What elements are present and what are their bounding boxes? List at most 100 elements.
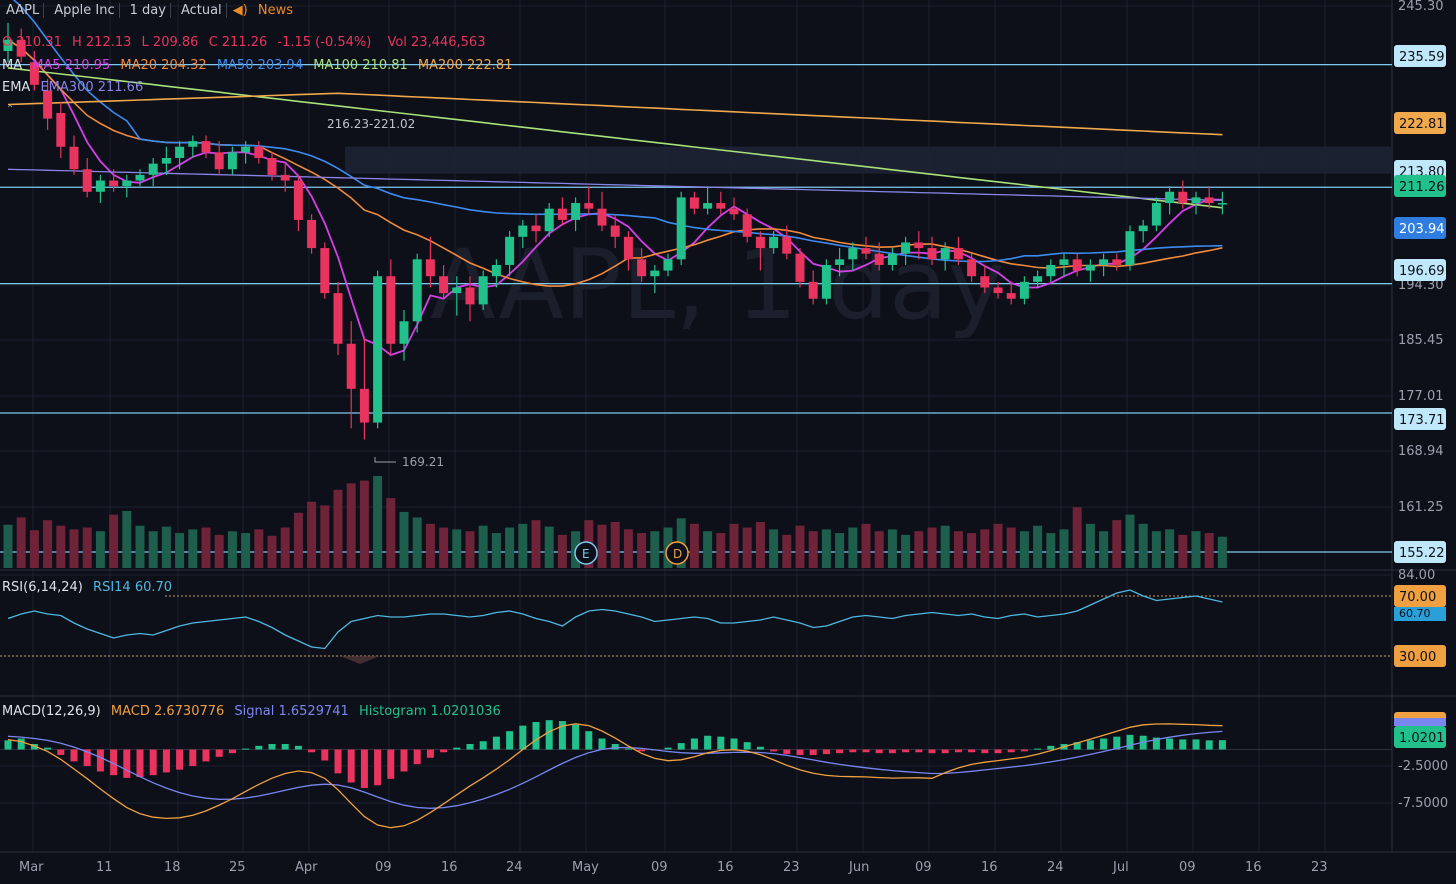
- rsi-oversold-fill: [340, 656, 380, 664]
- volume-bar: [3, 524, 13, 568]
- open-value: O 210.31: [2, 35, 62, 50]
- rsi-30-badge: 30.00: [1399, 650, 1436, 665]
- ma-legend: MA MA5 210.95 MA20 204.32 MA50 203.94 MA…: [2, 58, 518, 73]
- macd-hist-bar: [875, 749, 883, 754]
- candle-body: [1138, 225, 1148, 232]
- macd-hist-bar: [690, 738, 698, 750]
- ma50-value: MA50 203.94: [216, 58, 304, 73]
- candle-body: [1125, 231, 1135, 265]
- macd-hist-bar: [1100, 738, 1108, 750]
- macd-hist-bar: [558, 721, 566, 750]
- macd-label[interactable]: MACD(12,26,9): [2, 704, 101, 719]
- candle-body: [795, 253, 805, 282]
- candle-body: [663, 259, 673, 271]
- candle-body: [597, 208, 607, 226]
- macd-hist-bar: [83, 749, 91, 766]
- close-value: C 211.26: [208, 35, 268, 50]
- volume-bar: [1125, 514, 1135, 568]
- volume-bar: [518, 523, 528, 568]
- candle-body: [571, 203, 581, 220]
- volume-bar: [505, 527, 515, 568]
- rsi-label[interactable]: RSI(6,14,24): [2, 580, 83, 595]
- volume-bar: [214, 534, 224, 568]
- candle-body: [993, 287, 1003, 294]
- macd-hist-bar: [902, 749, 910, 753]
- interval-selector[interactable]: 1 day: [126, 3, 171, 18]
- macd-hist-bar: [321, 749, 329, 761]
- ma100-line: [7, 67, 1223, 209]
- macd-hist-bar: [915, 749, 923, 753]
- volume-bar: [359, 480, 369, 568]
- candle-body: [637, 259, 647, 277]
- ma200-badge-bg: [1394, 112, 1446, 134]
- symbol[interactable]: AAPL: [2, 3, 45, 18]
- volume-bar: [465, 531, 475, 568]
- candle-body: [505, 236, 515, 265]
- candle-body: [544, 208, 554, 232]
- macd-hist-bar: [888, 749, 896, 754]
- candle-body: [1085, 264, 1095, 271]
- candle-body: [716, 203, 726, 209]
- macd-hist-bar: [796, 749, 804, 755]
- price-axis-tick: 177.01: [1398, 389, 1444, 404]
- candle-body: [254, 146, 264, 158]
- volume-bar: [69, 529, 79, 568]
- volume-bar: [1019, 531, 1029, 568]
- candle-body: [241, 146, 251, 153]
- macd-hist-bar: [1086, 740, 1094, 750]
- event-label: E: [582, 547, 590, 561]
- volume-bar: [1046, 533, 1056, 568]
- time-axis-tick: May: [572, 860, 599, 875]
- collapse-legend-icon[interactable]: ⌃: [6, 104, 15, 115]
- candle-body: [175, 146, 185, 158]
- event-marker: [665, 541, 689, 565]
- macd-hist-bar: [677, 743, 685, 750]
- macd-hist-bar: [334, 749, 342, 774]
- volume-bar: [161, 526, 171, 568]
- macd-hist-bar: [519, 725, 527, 750]
- candle-body: [518, 225, 528, 237]
- ema-legend: EMA EMA300 211.66: [2, 80, 149, 95]
- volume-bar: [373, 476, 383, 568]
- volume-bar: [1138, 523, 1148, 568]
- time-axis-tick: 23: [1311, 860, 1328, 875]
- macd-hist-bar: [994, 749, 1002, 754]
- volume-bar: [148, 531, 158, 568]
- price-axis-tick: 194.30: [1398, 278, 1444, 293]
- macd-hist-bar: [981, 749, 989, 754]
- hline-badge-bg: [1394, 408, 1446, 430]
- volume-bar: [280, 527, 290, 568]
- volume-bar: [980, 529, 990, 568]
- macd-hist-bar: [30, 744, 38, 750]
- macd-hist-bar: [281, 744, 289, 750]
- candle-body: [373, 276, 383, 423]
- event-label: D: [673, 547, 682, 561]
- macd-hist-bar: [1073, 742, 1081, 750]
- price-mode[interactable]: Actual: [177, 3, 227, 18]
- news-button[interactable]: ◀) News: [233, 3, 299, 18]
- candle-body: [676, 197, 686, 260]
- volume-bar: [1033, 525, 1043, 568]
- candle-body: [1151, 203, 1161, 226]
- candle-body: [293, 180, 303, 220]
- macd-hist-bar: [123, 749, 131, 778]
- macd-hist-bar: [506, 731, 514, 750]
- macd-hist-bar: [1113, 736, 1121, 750]
- candle-body: [769, 236, 779, 249]
- price-axis-tick: 168.94: [1398, 444, 1444, 459]
- candle-body: [69, 146, 79, 170]
- candle-body: [782, 236, 792, 254]
- ema300-line: [7, 168, 1223, 201]
- ma-label[interactable]: MA: [2, 58, 23, 73]
- candle-body: [650, 270, 660, 277]
- volume-bar: [333, 489, 343, 568]
- rsi-30-badge-bg: [1394, 645, 1446, 667]
- ema-label[interactable]: EMA: [2, 80, 31, 95]
- signal-line: [7, 730, 1223, 809]
- macd-hist-bar: [611, 744, 619, 750]
- time-axis-tick: 23: [783, 860, 800, 875]
- macd-hist-bar: [1126, 734, 1134, 750]
- volume-bar: [1165, 529, 1175, 568]
- histogram-badge: 1.0201: [1399, 731, 1445, 746]
